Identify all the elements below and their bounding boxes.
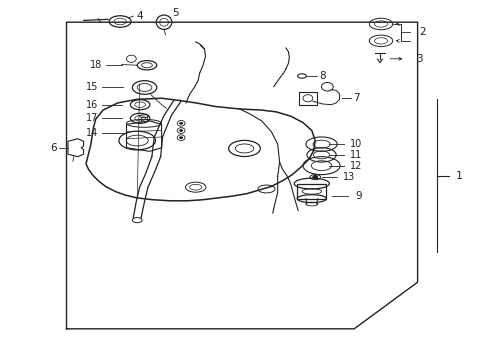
Text: 8: 8 bbox=[319, 71, 325, 81]
Circle shape bbox=[179, 136, 183, 139]
Text: 2: 2 bbox=[418, 27, 425, 37]
Text: 10: 10 bbox=[349, 139, 361, 149]
Text: 17: 17 bbox=[86, 113, 99, 123]
Text: 18: 18 bbox=[89, 59, 102, 69]
Text: 1: 1 bbox=[455, 171, 462, 180]
Text: 3: 3 bbox=[415, 54, 422, 64]
Text: 16: 16 bbox=[86, 100, 98, 110]
Circle shape bbox=[179, 129, 183, 132]
Text: 5: 5 bbox=[172, 8, 178, 18]
Bar bbox=[299, 92, 316, 105]
Text: 13: 13 bbox=[343, 172, 355, 182]
Text: 6: 6 bbox=[50, 143, 57, 153]
Circle shape bbox=[179, 122, 183, 125]
Text: 4: 4 bbox=[136, 11, 142, 21]
Text: 14: 14 bbox=[86, 129, 98, 138]
Text: 9: 9 bbox=[355, 191, 362, 201]
Text: 12: 12 bbox=[349, 161, 361, 171]
Text: 7: 7 bbox=[353, 93, 359, 103]
Bar bbox=[297, 184, 326, 199]
Text: 15: 15 bbox=[86, 82, 99, 93]
Circle shape bbox=[312, 175, 318, 179]
Text: 11: 11 bbox=[349, 150, 361, 160]
